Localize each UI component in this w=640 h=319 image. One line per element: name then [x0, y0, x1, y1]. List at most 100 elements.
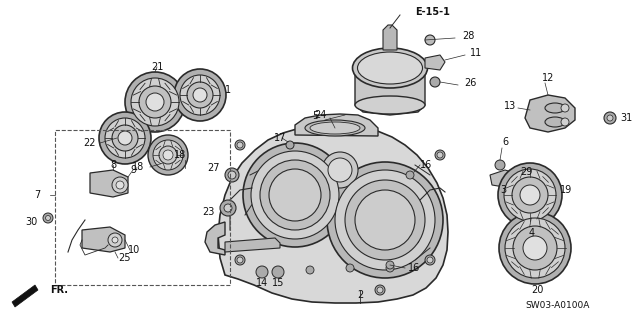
Text: 16: 16 — [420, 160, 432, 170]
Text: 15: 15 — [272, 278, 284, 288]
Circle shape — [131, 78, 179, 126]
Ellipse shape — [305, 120, 365, 136]
Polygon shape — [218, 125, 448, 303]
Text: 16: 16 — [408, 263, 420, 273]
Text: FR.: FR. — [50, 285, 68, 295]
Circle shape — [386, 264, 394, 272]
Text: 2: 2 — [357, 290, 363, 300]
Circle shape — [386, 261, 394, 269]
Circle shape — [335, 170, 435, 270]
Text: E-15-1: E-15-1 — [415, 7, 450, 17]
Text: 26: 26 — [464, 78, 476, 88]
Circle shape — [163, 150, 173, 160]
Ellipse shape — [358, 52, 422, 84]
Text: 3: 3 — [500, 185, 506, 195]
Ellipse shape — [545, 117, 565, 127]
Circle shape — [355, 190, 415, 250]
Text: 30: 30 — [26, 217, 38, 227]
Circle shape — [125, 72, 185, 132]
Circle shape — [425, 255, 435, 265]
Text: 4: 4 — [529, 228, 535, 238]
Polygon shape — [525, 95, 575, 132]
Ellipse shape — [310, 122, 360, 134]
Circle shape — [99, 112, 151, 164]
Ellipse shape — [353, 48, 428, 88]
Circle shape — [116, 181, 124, 189]
Circle shape — [345, 180, 425, 260]
Text: 25: 25 — [118, 253, 131, 263]
Polygon shape — [425, 55, 445, 70]
Circle shape — [437, 152, 443, 158]
Circle shape — [427, 257, 433, 263]
Text: 29: 29 — [520, 167, 532, 177]
Polygon shape — [490, 170, 520, 188]
Text: 8: 8 — [110, 160, 116, 170]
Circle shape — [43, 213, 53, 223]
Ellipse shape — [561, 104, 569, 112]
Text: 14: 14 — [256, 278, 268, 288]
Text: 28: 28 — [462, 31, 474, 41]
Circle shape — [604, 112, 616, 124]
Text: 20: 20 — [531, 285, 543, 295]
Circle shape — [505, 218, 565, 278]
Circle shape — [430, 77, 440, 87]
Text: 10: 10 — [128, 245, 140, 255]
Circle shape — [251, 151, 339, 239]
Circle shape — [112, 125, 138, 151]
Circle shape — [272, 266, 284, 278]
Polygon shape — [355, 68, 425, 115]
Circle shape — [435, 150, 445, 160]
Polygon shape — [225, 238, 280, 252]
Text: 27: 27 — [207, 163, 220, 173]
Circle shape — [153, 140, 183, 170]
Text: 23: 23 — [203, 207, 215, 217]
Text: 11: 11 — [470, 48, 483, 58]
Circle shape — [327, 162, 443, 278]
Circle shape — [112, 177, 128, 193]
Polygon shape — [90, 170, 128, 197]
Text: 24: 24 — [314, 110, 326, 120]
Circle shape — [499, 212, 571, 284]
Circle shape — [159, 146, 177, 164]
Text: 21: 21 — [151, 62, 163, 72]
Circle shape — [174, 69, 226, 121]
Text: 18: 18 — [132, 162, 144, 172]
Circle shape — [346, 264, 354, 272]
Text: 6: 6 — [502, 137, 508, 147]
Text: 18: 18 — [174, 150, 186, 160]
Circle shape — [105, 118, 145, 158]
Polygon shape — [82, 227, 125, 252]
Circle shape — [180, 75, 220, 115]
Circle shape — [146, 93, 164, 111]
Circle shape — [237, 142, 243, 148]
Circle shape — [224, 204, 232, 212]
Polygon shape — [383, 25, 397, 50]
Circle shape — [148, 135, 188, 175]
Circle shape — [235, 140, 245, 150]
Circle shape — [260, 160, 330, 230]
Bar — [55, 130, 230, 285]
Circle shape — [269, 169, 321, 221]
Circle shape — [495, 160, 505, 170]
Circle shape — [225, 168, 239, 182]
Circle shape — [118, 131, 132, 145]
Circle shape — [322, 152, 358, 188]
Circle shape — [607, 115, 613, 121]
Circle shape — [306, 266, 314, 274]
Circle shape — [512, 177, 548, 213]
Circle shape — [237, 257, 243, 263]
Polygon shape — [12, 285, 38, 307]
Text: 5: 5 — [312, 111, 318, 121]
Text: SW03-A0100A: SW03-A0100A — [525, 300, 590, 309]
Ellipse shape — [545, 103, 565, 113]
Circle shape — [498, 163, 562, 227]
Text: 19: 19 — [560, 185, 572, 195]
Text: 1: 1 — [225, 85, 231, 95]
Circle shape — [406, 171, 414, 179]
Circle shape — [523, 236, 547, 260]
Text: 9: 9 — [130, 165, 136, 175]
Circle shape — [243, 143, 347, 247]
Circle shape — [286, 141, 294, 149]
Circle shape — [375, 285, 385, 295]
Text: 7: 7 — [34, 190, 40, 200]
